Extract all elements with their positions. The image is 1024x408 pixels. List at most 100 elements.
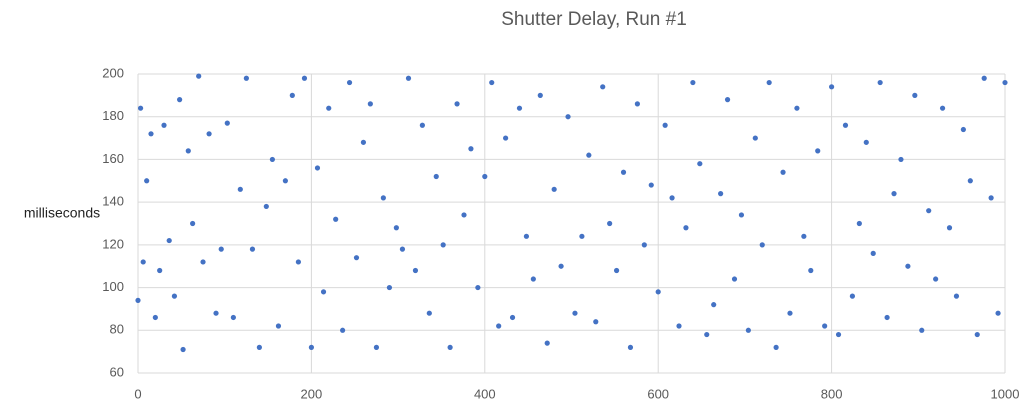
point (745, 327, 751, 333)
point (530, 276, 536, 282)
point (641, 242, 647, 248)
y-tick-label: 120 (102, 236, 124, 251)
point (243, 75, 249, 81)
point (593, 319, 599, 325)
y-tick-label: 160 (102, 151, 124, 166)
point (206, 131, 212, 137)
point (829, 84, 835, 90)
x-tick-label: 0 (134, 386, 141, 401)
point (801, 233, 807, 239)
point (544, 340, 550, 346)
point (200, 259, 206, 265)
chart-title: Shutter Delay, Run #1 (501, 9, 687, 30)
point (808, 267, 814, 274)
point (967, 178, 973, 184)
point (669, 195, 675, 201)
point (537, 92, 543, 98)
point (326, 105, 332, 111)
point (301, 75, 308, 81)
point (960, 126, 966, 133)
point (177, 97, 183, 103)
point (655, 289, 661, 295)
point (340, 327, 346, 333)
point (503, 135, 509, 141)
point (166, 237, 172, 244)
point (373, 344, 380, 350)
point (213, 310, 219, 316)
point (627, 344, 634, 350)
point (320, 289, 327, 295)
y-axis-label: milliseconds (24, 205, 100, 221)
point (314, 165, 321, 171)
point (870, 250, 876, 256)
point (367, 101, 373, 107)
point (433, 173, 439, 180)
point (711, 302, 717, 308)
point (405, 75, 412, 81)
point (412, 267, 419, 274)
point (613, 267, 620, 274)
y-tick-label: 80 (110, 322, 124, 337)
x-tick-label: 800 (821, 386, 843, 401)
point (289, 92, 295, 98)
point (218, 246, 224, 252)
point (912, 92, 918, 98)
point (224, 120, 230, 126)
point (426, 310, 432, 316)
point (263, 203, 269, 210)
point (822, 323, 828, 329)
point (190, 220, 196, 227)
point (752, 135, 758, 141)
point (579, 233, 585, 239)
point (600, 84, 606, 90)
point (738, 212, 745, 218)
point (939, 105, 946, 111)
point (308, 344, 314, 350)
point (180, 346, 186, 353)
point (447, 344, 453, 350)
point (572, 310, 578, 316)
point (269, 156, 275, 163)
point (386, 284, 393, 291)
x-tick-label: 1000 (991, 386, 1020, 401)
point (380, 195, 386, 201)
point (690, 79, 696, 86)
point (237, 186, 243, 192)
point (697, 161, 703, 167)
point (856, 220, 862, 227)
y-tick-label: 60 (110, 364, 124, 379)
point (974, 331, 980, 338)
point (926, 208, 932, 214)
point (648, 182, 654, 188)
point (877, 79, 883, 86)
point (419, 122, 425, 128)
point (766, 79, 772, 86)
point (551, 186, 557, 192)
point (676, 323, 682, 329)
point (842, 122, 849, 128)
point (157, 267, 163, 274)
point (333, 216, 339, 222)
point (138, 105, 144, 111)
point (891, 191, 897, 197)
point (718, 191, 724, 197)
point (249, 246, 256, 252)
point (794, 105, 800, 111)
point (148, 131, 154, 137)
point (946, 225, 953, 231)
point (256, 344, 262, 350)
point (496, 323, 502, 329)
point (863, 139, 869, 145)
point (516, 105, 523, 111)
point (586, 152, 592, 158)
point (454, 101, 460, 107)
x-tick-label: 400 (474, 386, 496, 401)
point (773, 344, 779, 350)
y-tick-label: 140 (102, 194, 124, 209)
point (565, 114, 571, 120)
y-tick-label: 180 (102, 108, 124, 123)
point (140, 259, 146, 265)
point (607, 220, 613, 227)
point (849, 293, 856, 299)
